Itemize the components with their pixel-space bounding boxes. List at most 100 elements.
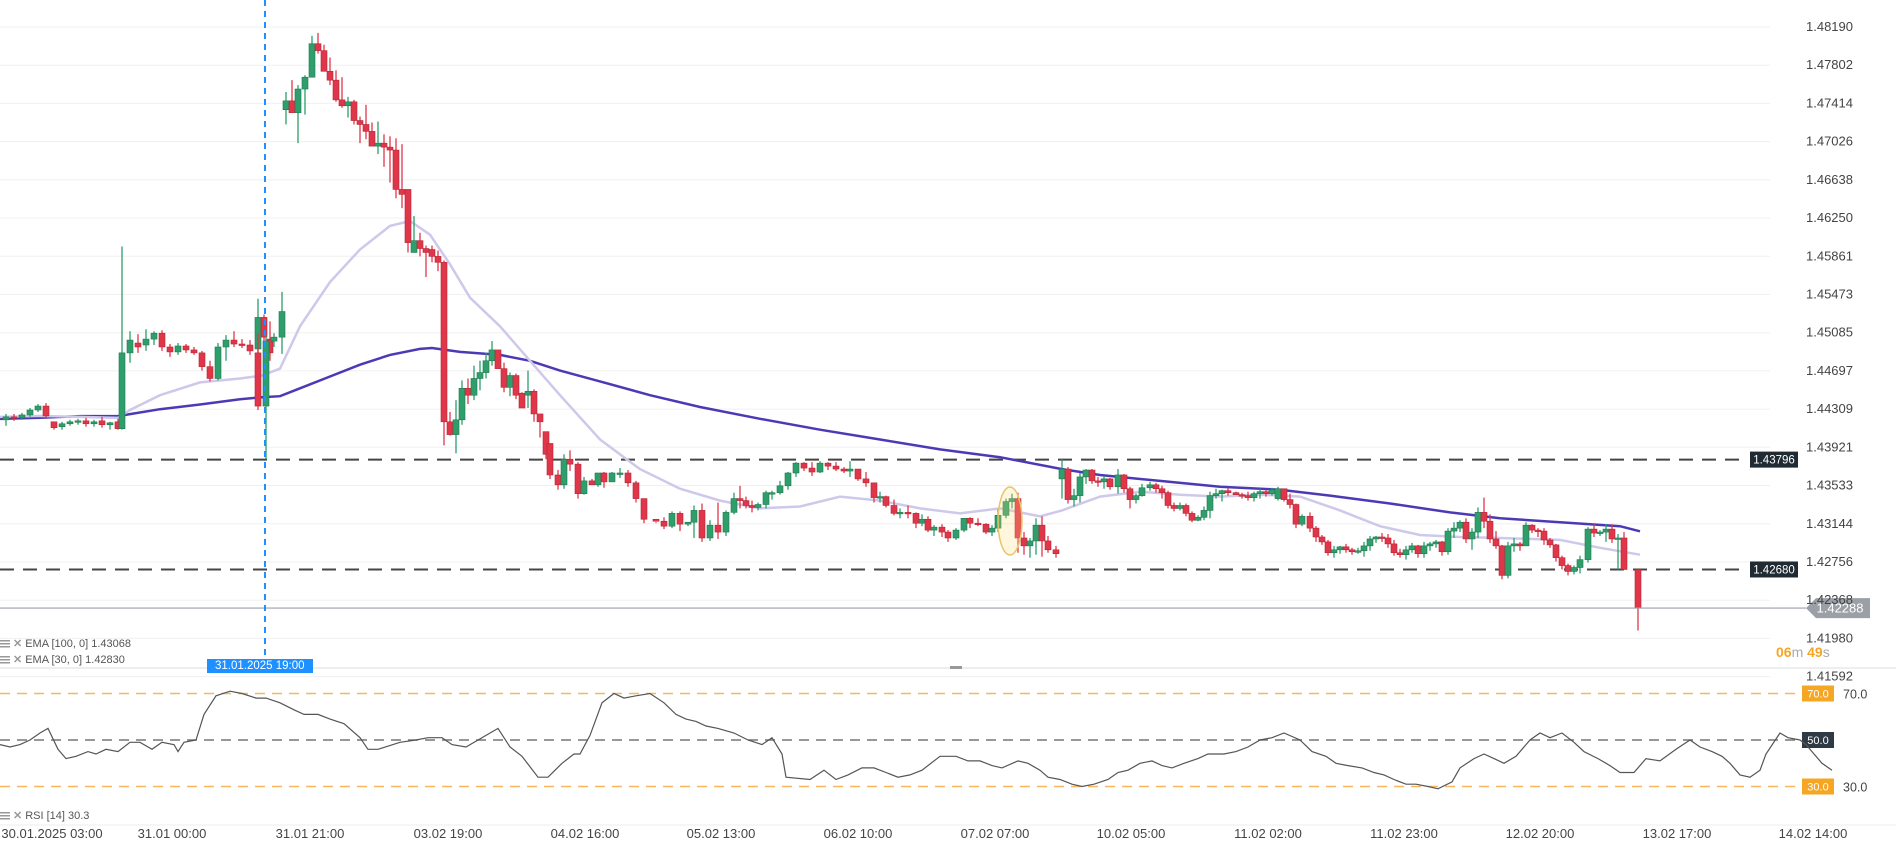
candle — [1528, 524, 1536, 534]
candle-body — [1106, 478, 1114, 488]
candle — [452, 400, 460, 454]
candle-body — [608, 472, 616, 483]
candle-body — [1348, 549, 1356, 553]
legend-ema30[interactable]: ✕ EMA [30, 0] 1.42830 — [0, 654, 125, 666]
time-axis-label: 06.02 10:00 — [824, 826, 893, 841]
candle — [1020, 532, 1028, 555]
candle — [1534, 528, 1542, 537]
candle — [368, 122, 376, 147]
candle-body — [988, 527, 996, 533]
candle-body — [1504, 545, 1512, 576]
settings-lines-icon[interactable] — [0, 640, 10, 648]
candle — [326, 57, 334, 86]
candle-body — [690, 510, 698, 523]
candle-body — [1366, 538, 1374, 547]
candle-body — [392, 149, 400, 190]
candle-body — [1182, 505, 1190, 514]
candle — [422, 245, 430, 278]
candle — [512, 373, 520, 400]
candle — [862, 472, 870, 487]
candle — [1318, 535, 1326, 545]
candle-body — [1052, 549, 1060, 555]
candle — [1330, 545, 1338, 558]
close-icon[interactable]: ✕ — [13, 638, 23, 650]
candle — [632, 480, 640, 503]
candle-body — [230, 339, 238, 345]
candle-body — [512, 375, 520, 396]
candle-body — [1516, 543, 1524, 547]
candle — [1468, 528, 1476, 550]
candle-body — [1552, 544, 1560, 558]
candle — [624, 470, 632, 487]
candle-body — [944, 531, 952, 539]
candle — [1510, 537, 1518, 552]
candle-body — [890, 505, 898, 514]
horizontal-levels[interactable]: 1.43796 1.42680 — [0, 451, 1798, 578]
candle — [1286, 493, 1294, 509]
candle-body — [1396, 552, 1404, 556]
candle — [1306, 512, 1314, 533]
candle — [1342, 543, 1350, 553]
candle-body — [1138, 487, 1146, 496]
candle-body — [574, 463, 582, 494]
candle-body — [1100, 478, 1108, 483]
candle — [82, 417, 90, 427]
candle — [482, 352, 490, 379]
candle-body — [832, 465, 840, 470]
candle-countdown: 06m 49s — [1776, 644, 1830, 660]
price-axis-label: 1.43921 — [1806, 439, 1853, 454]
candle-body — [434, 256, 442, 263]
candle-body — [1584, 528, 1592, 560]
candle-body — [1528, 524, 1536, 531]
candle-body — [278, 311, 286, 338]
candle-body — [566, 458, 574, 465]
candle — [338, 77, 346, 108]
rsi-panel[interactable]: 70.0 70.0 50.0 30.0 30.0 — [0, 685, 1867, 795]
rsi-level-tag — [1802, 685, 1834, 702]
candle-body — [494, 349, 502, 369]
candle — [668, 511, 676, 529]
candle — [870, 482, 878, 503]
candle — [1238, 492, 1246, 499]
candle-body — [42, 405, 50, 417]
candle-body — [624, 472, 632, 484]
candle-body — [862, 478, 870, 484]
candle-body — [1170, 505, 1178, 509]
settings-lines-icon[interactable] — [0, 812, 10, 820]
candlesticks — [2, 32, 1642, 631]
legend-rsi[interactable]: ✕ RSI [14] 30.3 — [0, 810, 89, 822]
close-icon[interactable]: ✕ — [13, 654, 23, 666]
candle — [500, 362, 508, 393]
ema-30-path — [0, 219, 1641, 556]
candle-body — [1336, 546, 1344, 551]
candle-body — [1238, 494, 1246, 497]
close-icon[interactable]: ✕ — [13, 810, 23, 822]
candle — [854, 468, 862, 481]
candle — [1372, 536, 1380, 543]
candle-body — [960, 517, 968, 531]
candle-body — [1498, 545, 1506, 576]
countdown-minutes: 06 — [1776, 644, 1792, 660]
candle — [1038, 516, 1046, 557]
legend-ema100[interactable]: ✕ EMA [100, 0] 1.43068 — [0, 638, 131, 650]
settings-lines-icon[interactable] — [0, 656, 10, 664]
candle — [1602, 524, 1610, 542]
candle — [1070, 488, 1078, 507]
candle — [616, 468, 624, 478]
candle-body — [580, 480, 588, 494]
candle-body — [314, 43, 322, 51]
candle — [1232, 491, 1240, 495]
candle — [214, 343, 222, 381]
candle — [1250, 491, 1258, 502]
candle-body — [1146, 484, 1154, 489]
candle — [816, 461, 824, 473]
highlight-ellipse[interactable] — [997, 486, 1023, 556]
candle-body — [338, 99, 346, 107]
candle-body — [66, 421, 74, 425]
highlight-ellipse-shape[interactable] — [997, 486, 1023, 556]
candle-body — [768, 492, 776, 495]
panel-resize-handle[interactable] — [950, 666, 962, 669]
candle — [1052, 545, 1060, 558]
